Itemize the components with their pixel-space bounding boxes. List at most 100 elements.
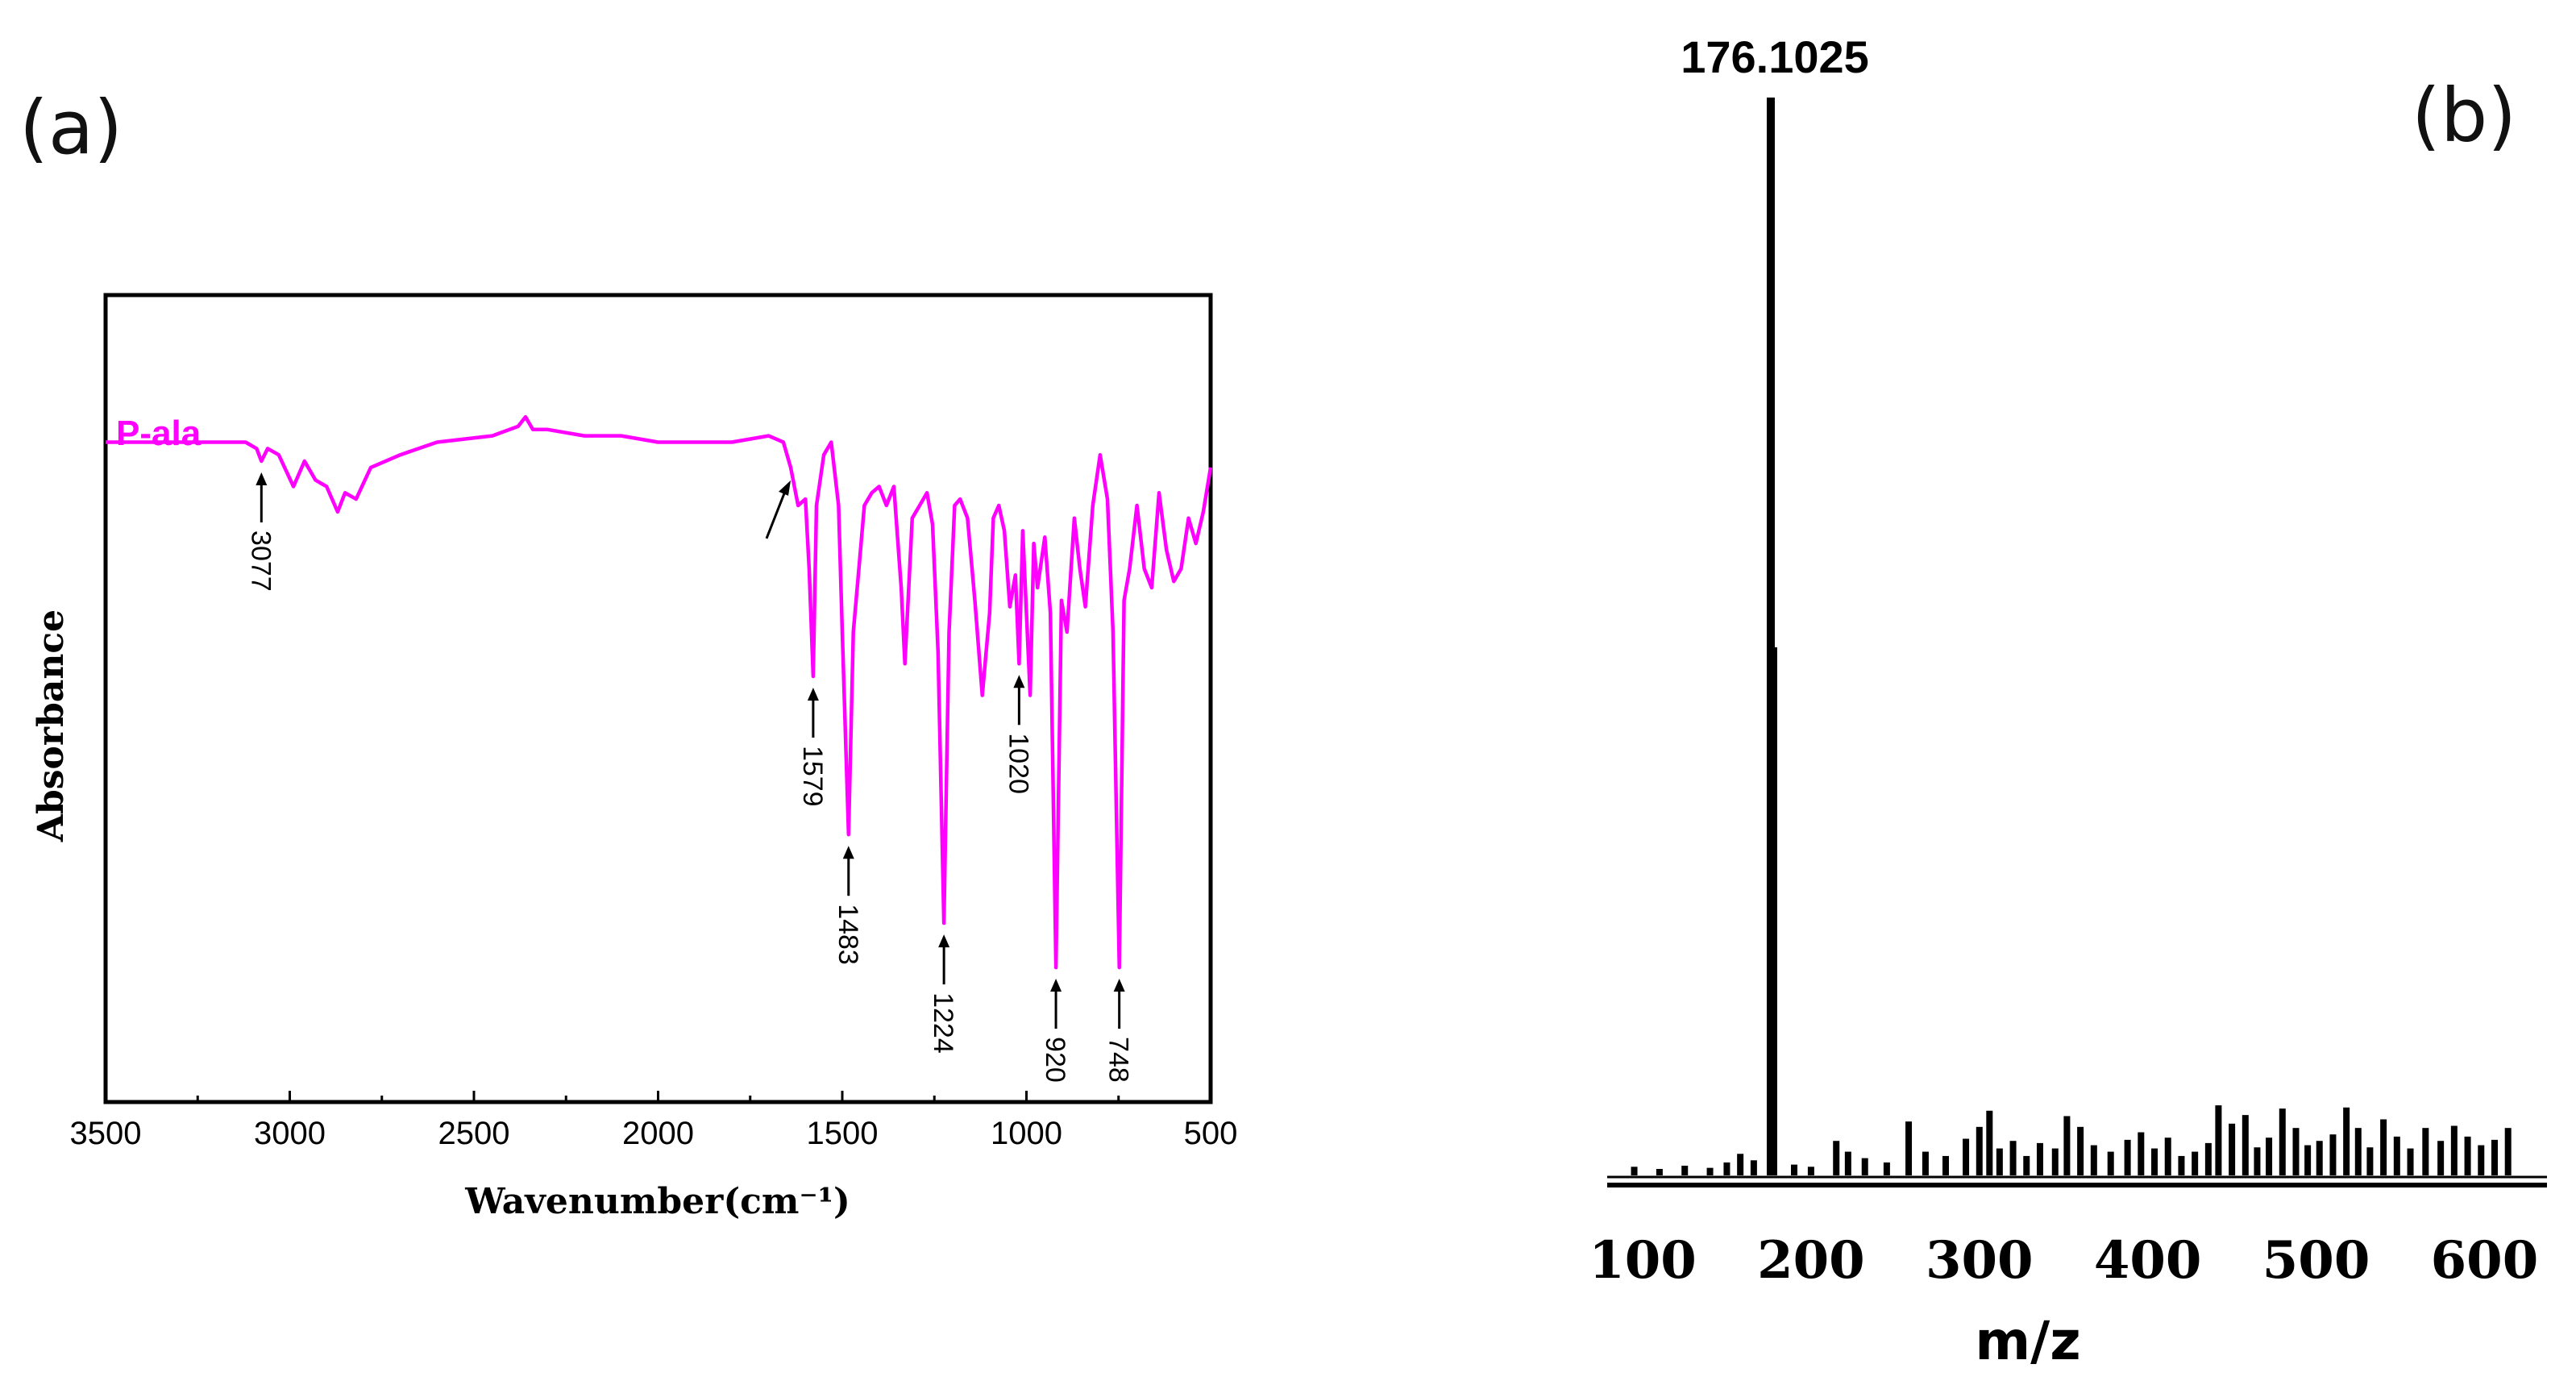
ms-peak-bar — [2292, 1128, 2300, 1175]
ms-peak-bar — [1905, 1121, 1913, 1175]
ms-peak-bar — [1631, 1167, 1638, 1175]
ms-peak-bar — [2138, 1132, 2145, 1175]
ms-peak-bar — [1681, 1165, 1689, 1175]
ms-x-tick-label: 400 — [2094, 1230, 2202, 1291]
ir-x-tick-label: 3500 — [70, 1116, 142, 1151]
ms-peak-bar — [2242, 1115, 2249, 1175]
ms-peak-bar — [2107, 1151, 2114, 1175]
mass-spectrum-panel: (b) 100 200 300 400 500 600 176.1025 m/z — [1589, 31, 2547, 1372]
ms-peak-bar — [2343, 1107, 2350, 1175]
ir-annotation-label: 1483 — [833, 904, 863, 965]
ms-peak-bar — [2229, 1123, 2236, 1175]
ms-peak-bar — [2204, 1142, 2212, 1175]
ms-peak-bar — [2023, 1155, 2030, 1175]
ms-x-tick-label: 100 — [1589, 1230, 1697, 1291]
ir-peak-annotations: 3077 1579 1483 1224 1020 920 748 — [245, 472, 1134, 1083]
ms-x-tick-label: 500 — [2262, 1230, 2370, 1291]
ms-peak-bar — [2151, 1148, 2158, 1175]
ir-annotation-arrowhead — [256, 472, 268, 486]
ms-peak-bar — [2254, 1147, 2261, 1175]
ir-annotation-arrow-line — [765, 485, 789, 539]
ms-peak-bar — [2215, 1105, 2222, 1175]
ms-peak-bar — [1883, 1162, 1890, 1175]
ms-peak-bar — [2329, 1134, 2337, 1175]
ir-x-tick-label: 500 — [1184, 1116, 1238, 1151]
ms-peak-bar — [1986, 1110, 1993, 1175]
ir-x-tick-label: 3000 — [254, 1116, 326, 1151]
ms-peak-bar — [1942, 1155, 1950, 1175]
ms-peak-bar — [2437, 1141, 2445, 1175]
ir-annotation-label: 1020 — [1003, 733, 1033, 794]
panel-label-a: (a) — [19, 85, 123, 171]
ms-peak-bar — [2266, 1138, 2273, 1175]
ms-peak-bar — [1976, 1126, 1983, 1175]
ms-peak-bar — [2077, 1126, 2084, 1175]
ms-peak-bar — [1706, 1167, 1714, 1175]
ir-annotation-arrowhead — [1013, 675, 1025, 688]
ms-peak-bar — [2504, 1128, 2512, 1175]
ms-peak-bar — [1861, 1158, 1868, 1175]
ir-annotation-arrowhead — [938, 934, 950, 948]
ms-peak-bar — [2063, 1116, 2071, 1175]
ms-peak-bar — [1833, 1141, 1840, 1175]
ir-legend-label: P-ala — [116, 414, 202, 453]
ms-peak-bar — [1750, 1160, 1757, 1175]
ms-peak-bar — [2380, 1119, 2387, 1175]
ir-x-ticks: 3500 3000 2500 2000 1500 1000 500 — [70, 1091, 1238, 1151]
ir-annotation-arrowhead — [779, 480, 791, 496]
ms-base-peak-bar — [1766, 98, 1775, 1175]
ms-peak-bar — [2304, 1145, 2312, 1175]
ms-peak-bar — [2422, 1128, 2429, 1175]
ms-peak-bar — [2090, 1145, 2097, 1175]
ms-peak-bar — [2407, 1148, 2414, 1175]
ir-annotation-label: 1224 — [928, 992, 958, 1054]
ir-series-line — [106, 414, 1213, 970]
ms-peak-bar — [2164, 1138, 2171, 1175]
ms-x-axis-label: m/z — [1975, 1310, 2080, 1372]
ir-plot-frame — [103, 293, 1213, 1104]
ms-peak-bar — [2393, 1136, 2400, 1175]
ms-peak-bar — [2316, 1141, 2323, 1175]
ir-annotation-label: 3077 — [245, 530, 276, 592]
ms-x-tick-label: 600 — [2431, 1230, 2539, 1291]
ms-peak-bar — [2279, 1108, 2286, 1175]
ir-annotation-arrowhead — [842, 846, 854, 859]
ir-x-tick-label: 2000 — [622, 1116, 694, 1151]
ms-peak-bar — [2354, 1128, 2362, 1175]
ms-peak-bar — [1737, 1154, 1744, 1175]
ms-peak-bar — [2051, 1148, 2059, 1175]
ms-peak-bar — [1996, 1148, 2003, 1175]
ms-peak-bar — [2036, 1142, 2043, 1175]
ir-spectrum-panel: (a) 3500 3000 2500 2000 1500 1000 500 P-ala 30… — [19, 85, 1237, 1222]
ms-x-tick-label: 300 — [1926, 1230, 2034, 1291]
ir-x-axis-label: Wavenumber(cm⁻¹) — [464, 1181, 850, 1222]
ms-peak-bar — [2491, 1139, 2498, 1175]
ir-annotation-arrowhead — [807, 687, 819, 701]
ir-y-axis-label: Absorbance — [31, 609, 72, 842]
ms-peak-bar — [1791, 1164, 1798, 1175]
ms-peak-bar — [2178, 1155, 2185, 1175]
ms-peak-bar — [2124, 1139, 2131, 1175]
ir-annotation-label: 920 — [1040, 1037, 1070, 1083]
ms-peak-bar — [1656, 1168, 1663, 1175]
ms-peak-bar — [1963, 1138, 1970, 1175]
ir-x-tick-label: 1500 — [807, 1116, 879, 1151]
ms-peak-bar — [1844, 1151, 1851, 1175]
ms-peak-bar — [1723, 1162, 1730, 1175]
ms-peak-bar — [2450, 1125, 2458, 1175]
panel-label-b: (b) — [2412, 73, 2516, 159]
ir-annotation-label: 1579 — [797, 746, 828, 807]
ms-base-peak-label: 176.1025 — [1681, 31, 1869, 82]
ms-peak-bar — [2192, 1151, 2199, 1175]
ms-peak-bar — [1770, 647, 1777, 1175]
ms-x-ticks: 100 200 300 400 500 600 — [1589, 1230, 2538, 1291]
ms-peak-bar — [2009, 1141, 2017, 1175]
ir-annotation-label: 748 — [1103, 1037, 1134, 1083]
ms-x-tick-label: 200 — [1757, 1230, 1865, 1291]
ms-peak-bar — [2366, 1147, 2374, 1175]
ms-peak-bar — [2464, 1136, 2471, 1175]
ms-peak-bar — [1807, 1167, 1814, 1175]
ms-peaks — [1631, 98, 2512, 1175]
ir-x-tick-label: 2500 — [438, 1116, 510, 1151]
